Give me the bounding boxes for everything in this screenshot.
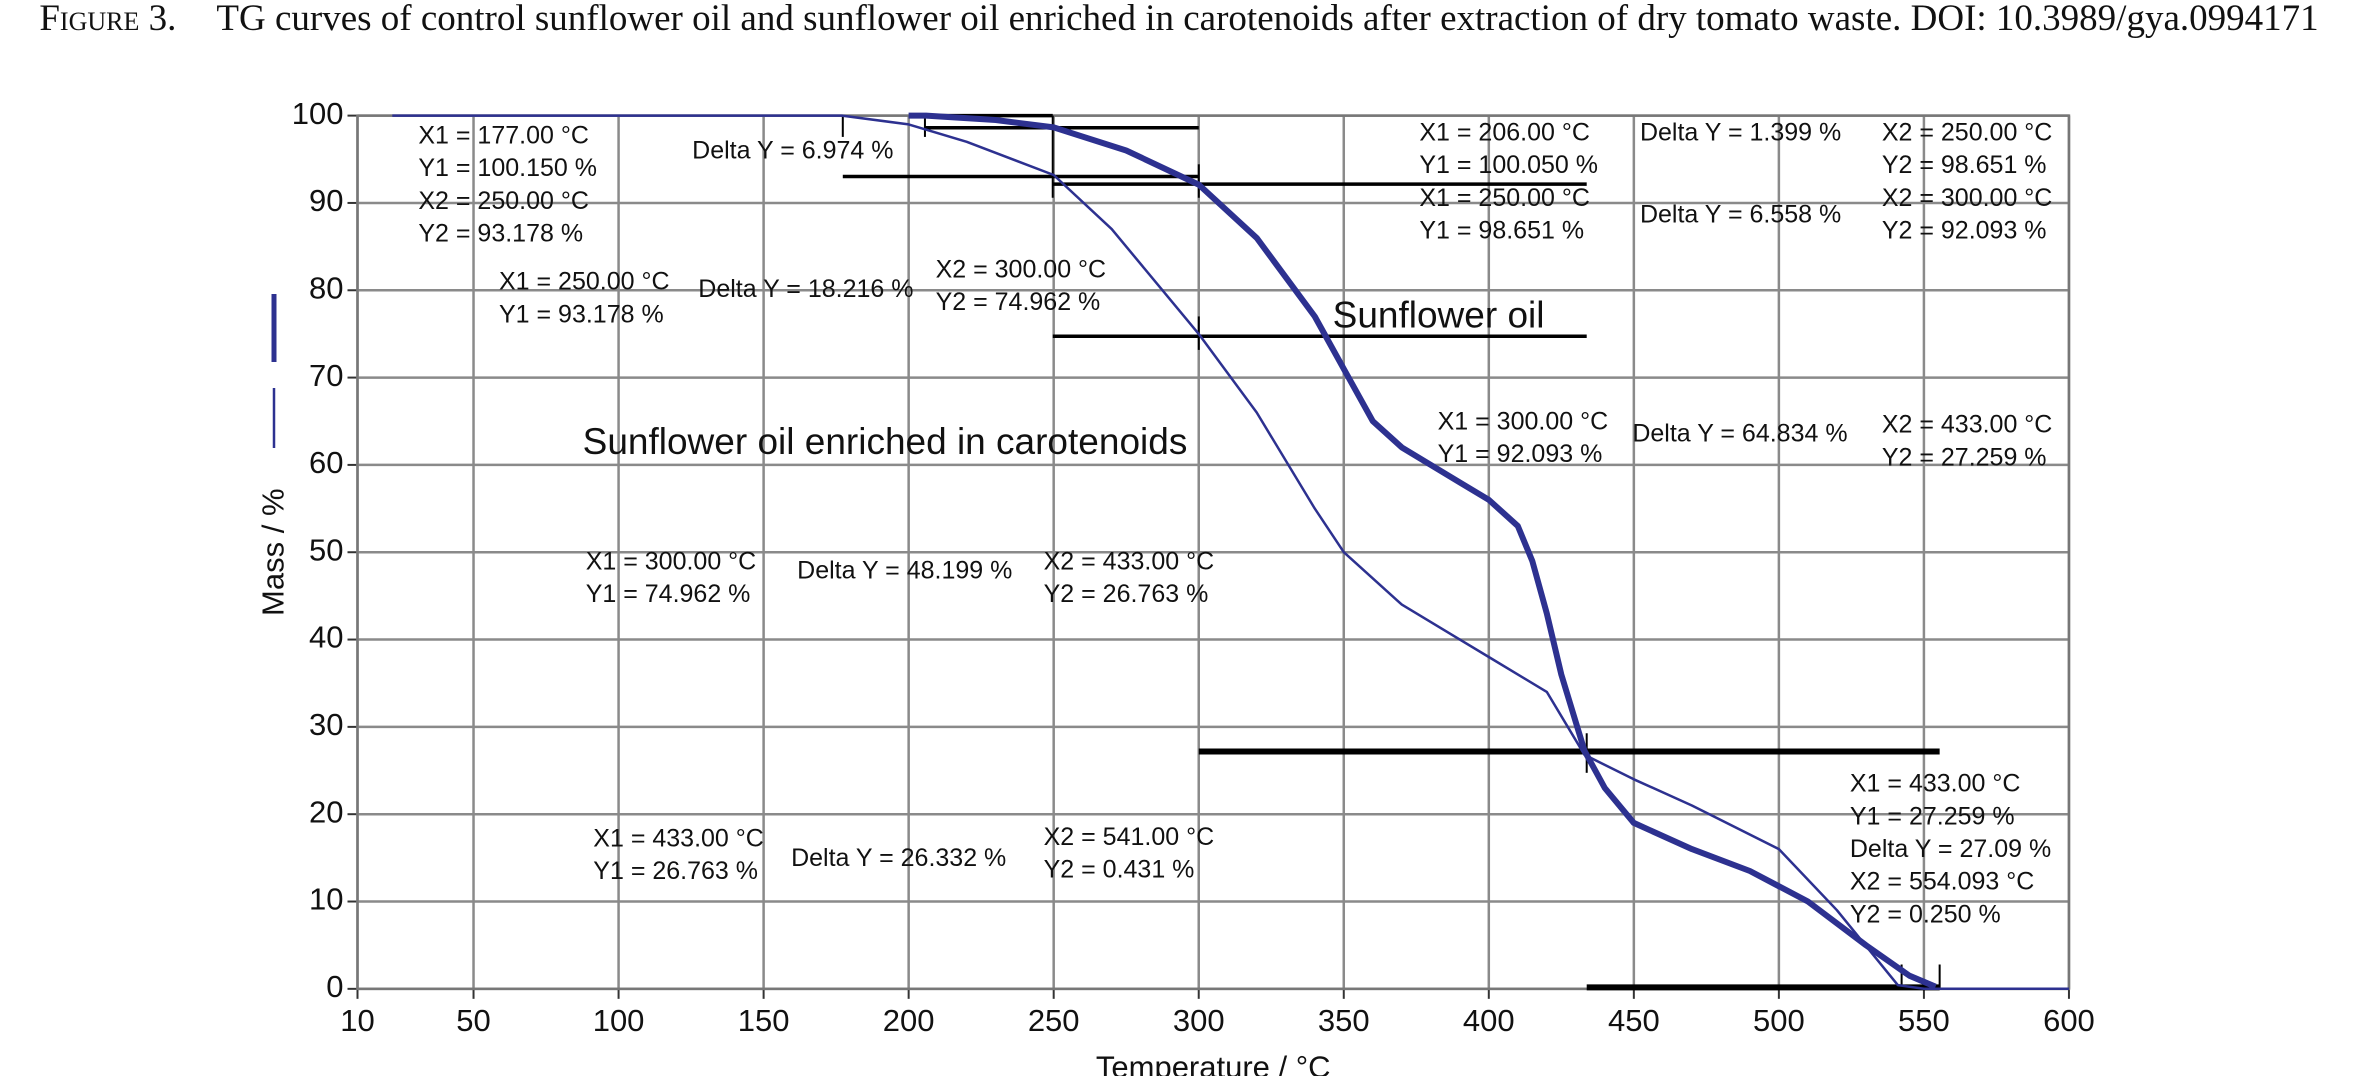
x-tick-label: 50 [456, 1003, 490, 1038]
annotation: Y1 = 98.651 % [1419, 217, 1584, 245]
x-axis-title: Temperature / °C [1096, 1050, 1331, 1076]
y-tick-label: 60 [309, 445, 343, 480]
annotation: Y2 = 98.651 % [1882, 151, 2047, 179]
annotation: Y1 = 93.178 % [499, 300, 664, 328]
x-tick-label: 250 [1028, 1003, 1080, 1038]
annotation: X2 = 250.00 °C [418, 187, 589, 215]
annotation: Delta Y = 1.399 % [1640, 118, 1841, 146]
x-tick-label: 100 [593, 1003, 645, 1038]
x-tick-label: 500 [1753, 1003, 1805, 1038]
x-tick-label: 450 [1608, 1003, 1660, 1038]
y-tick-label: 100 [292, 96, 344, 131]
annotation: Y1 = 26.763 % [593, 857, 758, 885]
annotation: X2 = 433.00 °C [1882, 411, 2053, 439]
y-tick-label: 20 [309, 794, 343, 829]
annotation: X1 = 433.00 °C [1850, 770, 2021, 798]
y-axis-title: Mass / % [256, 488, 291, 615]
annotation: Y2 = 26.763 % [1044, 580, 1209, 608]
y-tick-label: 30 [309, 707, 343, 742]
annotation: X2 = 250.00 °C [1882, 118, 2053, 146]
annotation: X1 = 250.00 °C [1419, 184, 1590, 212]
x-tick-label: 550 [1898, 1003, 1950, 1038]
x-tick-label: 150 [738, 1003, 790, 1038]
x-tick-label: 400 [1463, 1003, 1515, 1038]
annotation: X1 = 177.00 °C [418, 122, 589, 150]
plot-frame [356, 114, 2071, 991]
annotation: Delta Y = 6.974 % [692, 137, 893, 165]
annotation: Y1 = 100.050 % [1419, 151, 1598, 179]
annotation: X2 = 541.00 °C [1044, 823, 1215, 851]
y-tick-label: 70 [309, 358, 343, 393]
series-line [392, 114, 2069, 991]
annotation: Y2 = 0.250 % [1850, 900, 2001, 928]
annotation: Y1 = 100.150 % [418, 154, 597, 182]
annotation: X2 = 300.00 °C [1882, 184, 2053, 212]
annotation: Y2 = 92.093 % [1882, 217, 2047, 245]
annotation: X2 = 433.00 °C [1044, 547, 1215, 575]
annotation: Y2 = 0.431 % [1044, 856, 1195, 884]
annotation: X1 = 250.00 °C [499, 268, 670, 296]
y-tick-label: 90 [309, 183, 343, 218]
series-label: Sunflower oil [1333, 295, 1545, 336]
annotation: Delta Y = 6.558 % [1640, 201, 1841, 229]
y-tick-label: 50 [309, 532, 343, 567]
annotation: Delta Y = 27.09 % [1850, 835, 2051, 863]
caption: Figure 3. TG curves of control sunflower … [0, 0, 2358, 38]
y-tick-label: 40 [309, 620, 343, 655]
y-tick-label: 10 [309, 882, 343, 917]
series-line [908, 112, 1937, 990]
x-tick-label: 350 [1318, 1003, 1370, 1038]
x-tick-label: 10 [340, 1003, 374, 1038]
annotation: Y1 = 27.259 % [1850, 802, 2015, 830]
annotation: X1 = 433.00 °C [593, 824, 764, 852]
annotation: Y1 = 92.093 % [1438, 440, 1603, 468]
annotation: Delta Y = 26.332 % [791, 844, 1006, 872]
annotation: Delta Y = 64.834 % [1632, 420, 1847, 448]
annotation: Delta Y = 18.216 % [698, 275, 913, 303]
annotation: X2 = 554.093 °C [1850, 868, 2034, 896]
x-tick-label: 200 [883, 1003, 935, 1038]
annotation: Y2 = 74.962 % [936, 288, 1101, 316]
annotation: X2 = 300.00 °C [936, 255, 1107, 283]
annotation: X1 = 300.00 °C [586, 547, 757, 575]
y-tick-label: 80 [309, 270, 343, 305]
annotation: Y2 = 27.259 % [1882, 443, 2047, 471]
annotation: Y1 = 74.962 % [586, 580, 751, 608]
series-label: Sunflower oil enriched in carotenoids [583, 421, 1188, 462]
y-tick-label: 0 [326, 969, 343, 1004]
figure-label: Figure 3. [39, 0, 177, 39]
annotation: X1 = 300.00 °C [1438, 408, 1609, 436]
chart-title: TG curves of control sunflower oil and s… [216, 0, 2319, 39]
annotation: Y2 = 93.178 % [418, 220, 583, 248]
x-tick-label: 600 [2043, 1003, 2095, 1038]
x-tick-label: 300 [1173, 1003, 1225, 1038]
annotation: X1 = 206.00 °C [1419, 118, 1590, 146]
annotation: Delta Y = 48.199 % [797, 557, 1012, 585]
